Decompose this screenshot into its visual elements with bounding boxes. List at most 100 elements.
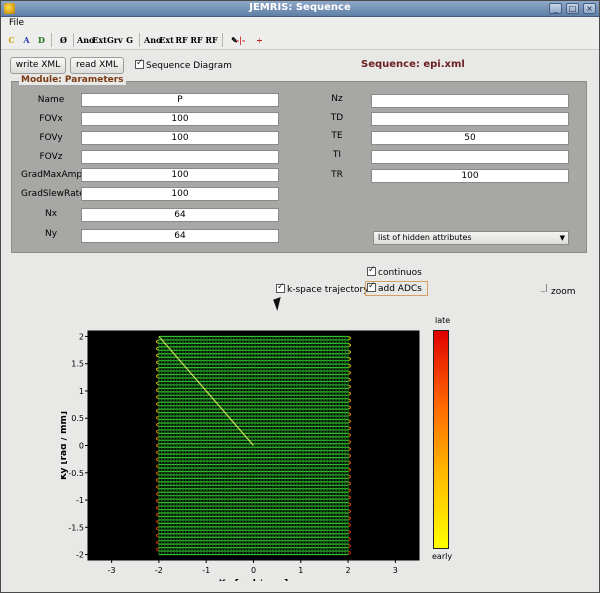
app-icon [4,3,15,14]
param-field-nx[interactable]: 64 [81,208,279,222]
delay-atom-icon[interactable]: D [38,35,45,45]
empty-pulse-icon[interactable]: Ø [60,35,67,45]
param-label-fovz: FOVz [39,152,63,162]
toolbar: C A D Ø Ano Ext Grv G Ano Ext RF RF RF ✎… [1,30,599,50]
write-xml-button[interactable]: write XML [10,57,66,74]
trajectory-turnaround [347,405,352,410]
trajectory-turnaround [155,457,160,462]
trajectory-turnaround [155,540,160,545]
kspace-plot[interactable]: -3 -2 -1 0 1 2 3 -2 -1.5 -1 -0.5 0 0.5 1 1.5 2 Kx [rad /… [61,311,421,581]
hidden-attributes-dropdown[interactable]: list of hidden attributes ▼ [373,231,569,245]
external-rf-icon[interactable]: Ext [159,35,174,45]
maximize-icon[interactable]: □ [566,3,579,14]
trajectory-turnaround [155,429,160,434]
minimize-icon[interactable]: _ [549,3,562,14]
concat-sequence-icon[interactable]: C [8,35,15,45]
trajectory-turnaround [155,547,160,552]
param-field-te[interactable]: 50 [371,131,569,145]
rf-hard-icon[interactable]: RF [175,35,188,45]
trajectory-turnaround [155,533,160,538]
trajectory-turnaround [155,401,160,407]
close-icon[interactable]: × [583,3,596,14]
analytic-rf-icon[interactable]: Ano [144,35,162,45]
analytic-gradient-icon[interactable]: Ano [77,35,95,45]
x-tick-label: 0 [251,566,256,575]
y-tick-label: 1 [79,387,84,396]
trajectory-turnaround [347,467,352,472]
param-field-ti[interactable] [371,150,569,164]
cut-connection-icon[interactable]: -|- [235,35,246,45]
checkbox-box[interactable] [367,281,376,292]
param-field-ny[interactable]: 64 [81,229,279,243]
param-field-fovx[interactable]: 100 [81,112,279,126]
trajectory-turnaround [155,374,160,379]
rf-sinc-icon[interactable]: RF [190,35,203,45]
param-field-nz[interactable] [371,94,569,108]
trajectory-turnaround [155,470,160,476]
trajectory-turnaround [155,339,160,344]
param-field-tr[interactable]: 100 [371,169,569,183]
trajectory-turnaround [347,349,352,355]
eraser-icon[interactable]: ✎ [231,35,238,45]
sequence-diagram-checkbox[interactable]: Sequence Diagram [135,58,232,71]
trajectory-turnaround [155,443,160,448]
toolbar-separator [73,33,74,47]
split-icon[interactable]: ÷ [256,35,263,45]
continuos-checkbox[interactable]: continuos [367,265,422,278]
trajectory-turnaround [347,474,352,479]
external-gradient-icon[interactable]: Ext [92,35,107,45]
trajectory-turnaround [155,387,160,393]
param-label-fovy: FOVy [39,133,63,143]
y-tick-label: -1.5 [68,523,84,532]
chevron-down-icon: ▼ [559,234,565,242]
y-tick-label: 0.5 [71,414,84,423]
checkbox-box[interactable] [135,58,144,69]
param-label-nx: Nx [44,209,58,219]
trajectory-turnaround [155,505,160,511]
trajectory-turnaround [347,370,352,376]
param-label-fovx: FOVx [39,114,63,124]
trajectory-turnaround [155,526,160,531]
x-tick-label: -3 [108,566,116,575]
y-axis-label: Ky [rad / mm] [61,411,69,480]
zoom-checkbox[interactable]: zoom [541,283,576,297]
trajectory-turnaround [347,412,352,417]
param-field-td[interactable] [371,112,569,126]
trajectory-turnaround [155,346,160,351]
trajectory-turnaround [347,515,352,521]
param-field-gradmaxampl[interactable]: 100 [81,168,279,182]
atomic-sequence-icon[interactable]: A [23,35,30,45]
x-tick-label: 2 [346,566,351,575]
colorbar-label-late: late [435,316,451,325]
kspace-trajectory-checkbox[interactable]: k-space trajectory [276,282,369,295]
rf-gauss-icon[interactable]: RF [205,35,218,45]
checkbox-box[interactable] [541,283,549,295]
trajectory-turnaround [155,408,160,414]
add-adcs-checkbox[interactable]: add ADCs [365,281,428,296]
menu-file[interactable]: File [9,18,25,28]
trajectory-turnaround [347,529,352,535]
trajectory-turnaround [347,550,352,556]
trajectory-turnaround [155,394,160,400]
title-bar: JEMRIS: Sequence _ □ × [1,1,599,17]
mouse-cursor-icon [273,296,285,312]
trajectory-turnaround [347,391,352,396]
x-tick-label: 3 [393,566,398,575]
trajectory-turnaround [347,432,352,438]
param-field-gradslewrate[interactable]: 100 [81,187,279,201]
x-tick-label: -1 [202,566,210,575]
param-field-fovy[interactable]: 100 [81,131,279,145]
checkbox-box[interactable] [276,282,285,293]
checkbox-box[interactable] [367,265,376,276]
trapezoid-gradient-icon[interactable]: G [126,35,133,45]
param-field-fovz[interactable] [81,150,279,164]
module-parameters-title: Module: Parameters [19,75,126,85]
toolbar-separator [139,33,140,47]
trajectory-turnaround [347,342,352,348]
trajectory-turnaround [347,425,352,431]
trajectory-turnaround [347,377,352,382]
param-field-name[interactable]: P [81,93,279,107]
read-xml-button[interactable]: read XML [70,57,124,74]
gradient-icon[interactable]: Grv [107,35,123,45]
trajectory-turnaround [347,446,352,452]
